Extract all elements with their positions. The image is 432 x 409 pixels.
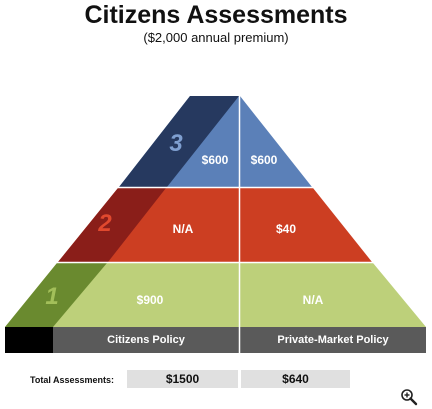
- tier-3-number: 3: [169, 130, 183, 157]
- tier-2-number: 2: [98, 210, 112, 237]
- tier-3-private-shape: [239, 96, 312, 187]
- tier-1-number: 1: [45, 283, 59, 310]
- assessment-pyramid: [5, 96, 426, 353]
- private-header-bar: [240, 327, 426, 353]
- private-total-value: $640: [241, 370, 350, 388]
- page-title: Citizens Assessments: [84, 1, 348, 29]
- tier-3-citizens-value: $600: [201, 153, 229, 167]
- total-assessments-label: Total Assessments:: [30, 375, 115, 385]
- tier-2-dark-band: [58, 188, 166, 262]
- zoom-in-icon[interactable]: [400, 388, 418, 406]
- citizens-total-value: $1500: [127, 370, 238, 388]
- tier-1-private-shape: [240, 263, 426, 327]
- citizens-header-bar: [53, 327, 239, 353]
- header-black-block: [5, 327, 53, 353]
- page-subtitle: ($2,000 annual premium): [143, 30, 289, 45]
- tier-2-private-value: $40: [275, 222, 297, 236]
- tier-1-private-value: N/A: [302, 293, 324, 307]
- tier-3-private-value: $600: [250, 153, 278, 167]
- tier-3-dark-band: [119, 96, 239, 187]
- tier-1-citizens-value: $900: [136, 293, 164, 307]
- private-market-policy-header: Private-Market Policy: [277, 334, 389, 346]
- citizens-policy-header: Citizens Policy: [107, 334, 185, 346]
- tier-2-private-shape: [240, 188, 372, 262]
- tier-2-citizens-value: N/A: [172, 222, 194, 236]
- tier-1-dark-band: [5, 263, 107, 327]
